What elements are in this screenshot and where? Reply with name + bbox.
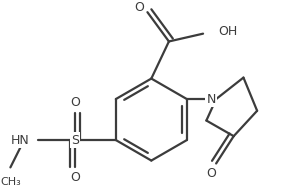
Text: O: O — [135, 1, 145, 14]
Text: O: O — [206, 167, 216, 180]
Text: OH: OH — [219, 25, 238, 38]
Text: N: N — [206, 93, 216, 106]
Text: O: O — [70, 96, 80, 109]
Text: O: O — [70, 171, 80, 184]
Text: HN: HN — [11, 134, 30, 146]
Text: CH₃: CH₃ — [0, 177, 21, 187]
Text: S: S — [71, 134, 79, 146]
